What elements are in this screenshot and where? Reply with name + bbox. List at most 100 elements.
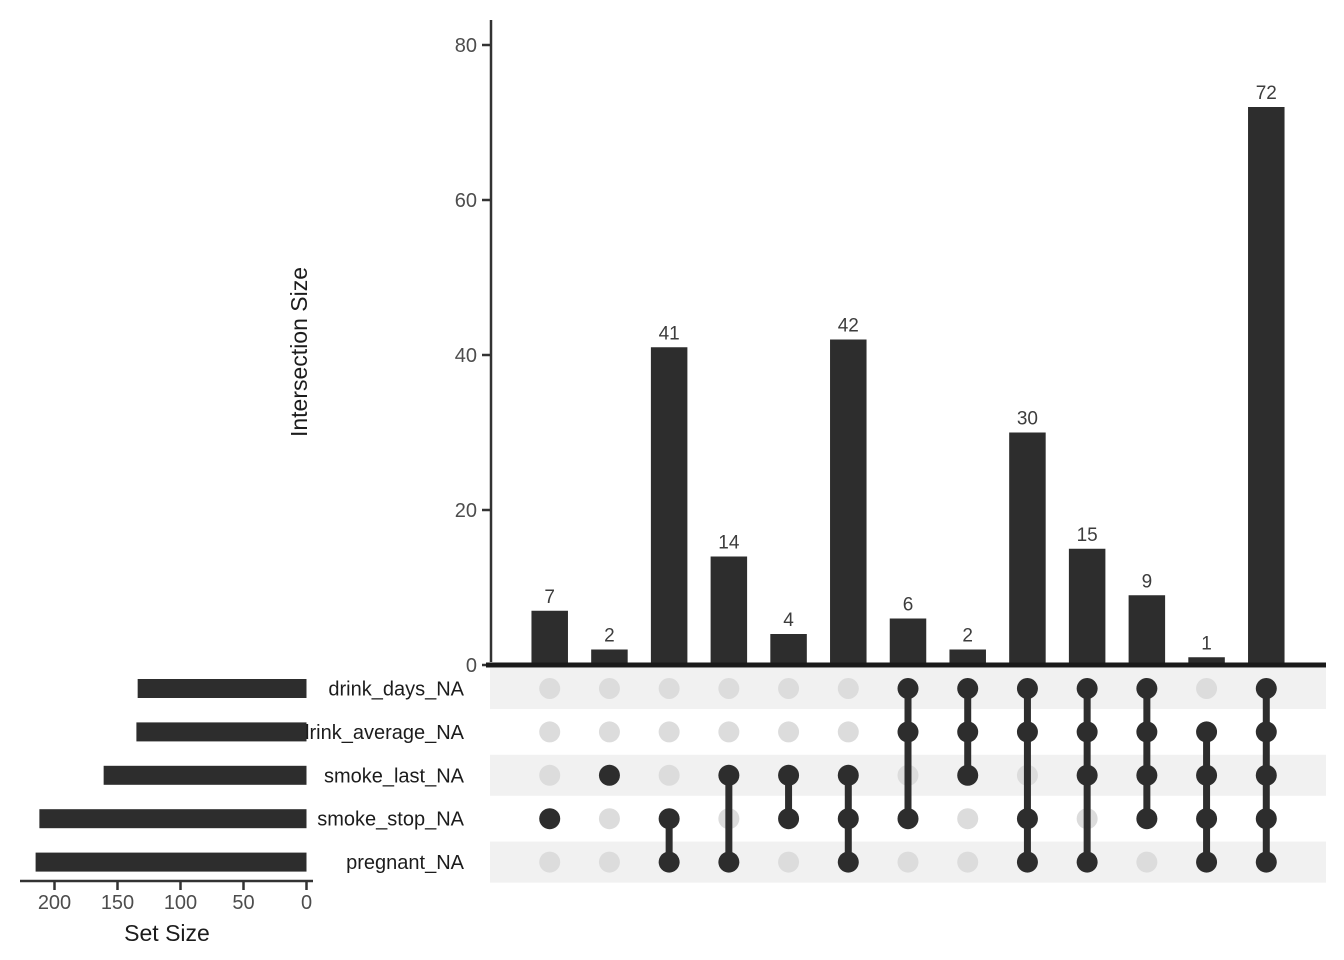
matrix-dot-active	[1196, 764, 1218, 786]
matrix-dot-active	[1016, 721, 1038, 743]
intersection-bar	[531, 610, 568, 665]
matrix-dot-inactive	[598, 678, 620, 699]
matrix-dot-inactive	[539, 764, 561, 786]
matrix-dot-active	[1016, 808, 1038, 830]
set-size-axis-tick-label: 200	[38, 892, 71, 914]
matrix-dot-active	[1016, 678, 1038, 699]
intersection-axis-tick-label: 40	[455, 345, 477, 367]
matrix-dot-active	[1255, 678, 1277, 699]
matrix-dot-inactive	[837, 721, 859, 743]
intersection-axis-tick	[482, 43, 491, 47]
set-name-label: smoke_stop_NA	[317, 809, 464, 831]
matrix-dot-active	[778, 808, 800, 830]
matrix-dot-inactive	[539, 678, 561, 699]
matrix-dot-active	[957, 678, 979, 699]
matrix-dot-active	[897, 808, 919, 830]
set-size-axis-tick-label: 50	[232, 892, 254, 914]
matrix-dot-inactive	[658, 764, 680, 786]
intersection-bar-value: 1	[1201, 633, 1212, 654]
set-name-label: drink_average_NA	[298, 722, 464, 744]
matrix-dot-inactive	[598, 851, 620, 873]
set-size-bar	[136, 722, 307, 742]
matrix-dot-inactive	[598, 721, 620, 743]
matrix-dot-inactive	[598, 808, 620, 830]
set-size-bar	[103, 765, 307, 785]
matrix-dot-active	[778, 764, 800, 786]
matrix-dot-active	[1136, 721, 1158, 743]
intersection-bar-value: 30	[1017, 409, 1038, 430]
matrix-dot-active	[957, 721, 979, 743]
intersection-bar	[1188, 657, 1225, 665]
intersection-bar-value: 2	[604, 626, 615, 647]
matrix-dot-inactive	[658, 721, 680, 743]
intersection-bar	[1009, 432, 1046, 665]
intersection-bar	[591, 649, 628, 665]
intersection-axis-title: Intersection Size	[286, 267, 312, 437]
intersection-axis-tick-label: 20	[455, 500, 477, 522]
matrix-dot-inactive	[1136, 851, 1158, 873]
matrix-dot-inactive	[539, 721, 561, 743]
membership-matrix: drink_days_NA drink_average_NA smoke_last_…	[298, 678, 1277, 874]
intersection-bar-value: 7	[544, 587, 555, 608]
matrix-dot-active	[1016, 851, 1038, 873]
intersection-axis-tick-label: 60	[455, 190, 477, 212]
set-name-label: smoke_last_NA	[324, 765, 465, 787]
intersection-axis-line	[489, 20, 493, 662]
matrix-dot-active	[1076, 851, 1098, 873]
matrix-dot-active	[718, 851, 740, 873]
intersection-axis-tick	[482, 508, 491, 512]
set-size-axis-tick	[305, 881, 308, 890]
intersection-axis-tick	[482, 198, 491, 202]
matrix-dot-active	[1255, 721, 1277, 743]
matrix-dot-inactive	[1196, 678, 1218, 699]
matrix-dot-active	[957, 764, 979, 786]
matrix-dot-active	[718, 764, 740, 786]
intersection-bar	[650, 347, 688, 665]
matrix-dot-active	[1255, 764, 1277, 786]
intersection-bar-value: 2	[962, 626, 973, 647]
intersection-bar	[1068, 548, 1106, 665]
set-size-bar	[35, 852, 307, 872]
intersection-bar	[1248, 107, 1285, 665]
intersection-bar-value: 14	[718, 533, 740, 554]
matrix-dot-active	[1196, 851, 1218, 873]
matrix-dot-active	[1076, 721, 1098, 743]
matrix-dot-inactive	[957, 808, 979, 830]
intersection-bar	[830, 339, 867, 665]
matrix-dot-active	[1136, 764, 1158, 786]
intersection-bar-value: 41	[659, 323, 680, 344]
matrix-dot-inactive	[778, 851, 800, 873]
matrix-dot-inactive	[778, 721, 800, 743]
set-size-axis-tick	[53, 881, 56, 890]
set-size-bar	[137, 679, 307, 698]
intersection-bar-value: 72	[1256, 83, 1277, 104]
intersection-bar	[770, 634, 807, 665]
intersection-baseline	[486, 662, 1326, 668]
matrix-dot-active	[539, 808, 561, 830]
matrix-dot-inactive	[957, 851, 979, 873]
matrix-dot-inactive	[778, 678, 800, 699]
matrix-dot-active	[897, 678, 919, 699]
set-size-axis-line	[20, 879, 313, 883]
intersection-bar-value: 42	[838, 316, 859, 337]
set-size-axis-tick-label: 0	[301, 892, 312, 914]
matrix-dot-active	[837, 851, 859, 873]
intersection-bar-value: 9	[1142, 571, 1153, 592]
set-name-label: drink_days_NA	[328, 679, 464, 701]
intersection-bar	[1128, 595, 1166, 665]
matrix-dot-inactive	[718, 721, 740, 743]
matrix-dot-active	[1196, 808, 1218, 830]
matrix-dot-active	[658, 851, 680, 873]
matrix-dot-active	[837, 808, 859, 830]
matrix-dot-inactive	[837, 678, 859, 699]
matrix-dot-active	[837, 764, 859, 786]
set-size-axis-tick	[242, 881, 245, 890]
matrix-dot-active	[1076, 764, 1098, 786]
intersection-axis-tick	[482, 353, 491, 357]
intersection-bar-value: 6	[903, 595, 914, 616]
set-size-axis-tick	[116, 881, 119, 890]
matrix-dot-inactive	[539, 851, 561, 873]
